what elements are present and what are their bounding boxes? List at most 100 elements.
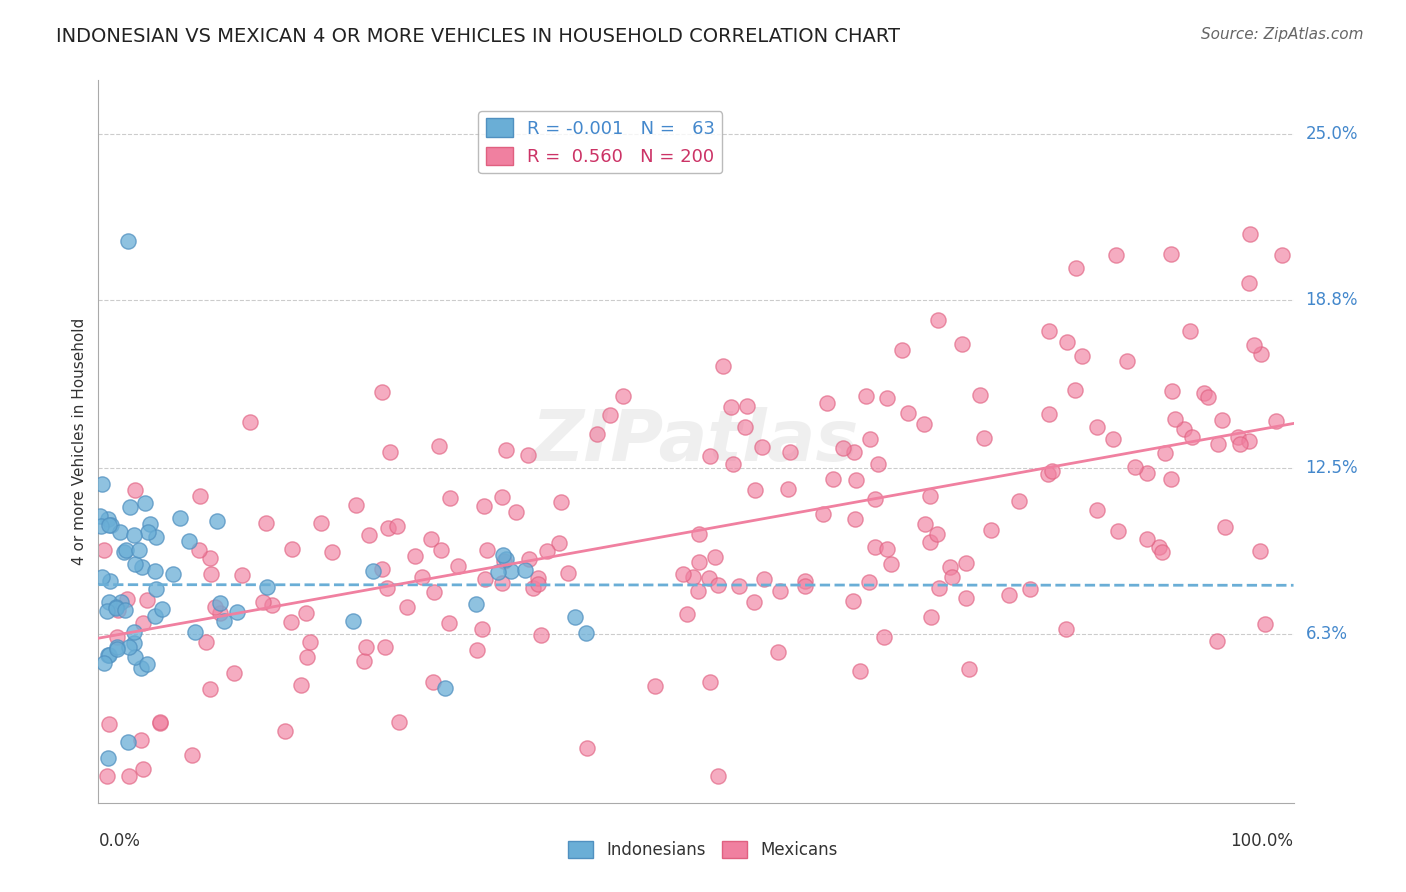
- Point: [104, 600, 127, 615]
- Point: [122, 528, 145, 542]
- Point: [527, 576, 550, 591]
- Point: [699, 675, 721, 690]
- Point: [96, 769, 118, 783]
- Point: [145, 582, 167, 596]
- Point: [527, 571, 550, 585]
- Point: [477, 542, 499, 557]
- Point: [295, 650, 318, 665]
- Point: [112, 545, 135, 559]
- Point: [149, 716, 172, 731]
- Point: [177, 534, 200, 549]
- Point: [815, 396, 838, 410]
- Point: [751, 440, 773, 454]
- Point: [471, 622, 494, 636]
- Point: [353, 654, 375, 668]
- Point: [734, 420, 756, 434]
- Point: [371, 561, 394, 575]
- Point: [707, 578, 730, 592]
- Text: ZIPatlas: ZIPatlas: [533, 407, 859, 476]
- Point: [97, 512, 120, 526]
- Point: [404, 549, 426, 564]
- Point: [1229, 436, 1251, 450]
- Point: [912, 417, 935, 432]
- Point: [793, 579, 815, 593]
- Point: [280, 542, 302, 557]
- Point: [256, 580, 278, 594]
- Point: [866, 457, 889, 471]
- Point: [686, 584, 709, 599]
- Point: [1038, 407, 1060, 421]
- Point: [776, 482, 799, 496]
- Point: [105, 640, 128, 655]
- Point: [96, 604, 118, 618]
- Point: [344, 498, 367, 512]
- Point: [505, 505, 527, 519]
- Point: [980, 523, 1002, 537]
- Point: [1213, 520, 1236, 534]
- Point: [131, 560, 153, 574]
- Point: [1087, 420, 1109, 434]
- Point: [136, 593, 159, 607]
- Point: [239, 415, 262, 429]
- Point: [209, 597, 232, 611]
- Point: [118, 769, 141, 783]
- Point: [1085, 502, 1108, 516]
- Point: [1173, 422, 1195, 436]
- Point: [98, 595, 121, 609]
- Point: [427, 439, 450, 453]
- Point: [495, 442, 517, 457]
- Point: [766, 645, 789, 659]
- Point: [93, 656, 115, 670]
- Point: [465, 643, 488, 657]
- Point: [752, 572, 775, 586]
- Point: [124, 483, 146, 498]
- Point: [118, 640, 141, 654]
- Point: [863, 491, 886, 506]
- Point: [704, 549, 727, 564]
- Point: [1253, 617, 1275, 632]
- Point: [98, 717, 121, 731]
- Point: [104, 601, 127, 615]
- Point: [530, 628, 553, 642]
- Point: [576, 741, 599, 756]
- Point: [517, 448, 540, 462]
- Point: [682, 570, 704, 584]
- Point: [1152, 544, 1174, 558]
- Point: [1265, 414, 1288, 428]
- Point: [423, 585, 446, 599]
- Point: [184, 624, 207, 639]
- Point: [769, 584, 792, 599]
- Point: [844, 512, 866, 526]
- Point: [1206, 633, 1229, 648]
- Point: [356, 640, 378, 654]
- Point: [1007, 493, 1029, 508]
- Point: [1042, 464, 1064, 478]
- Point: [136, 525, 159, 540]
- Point: [920, 489, 942, 503]
- Point: [420, 533, 443, 547]
- Point: [222, 666, 245, 681]
- Point: [107, 603, 129, 617]
- Point: [100, 517, 122, 532]
- Point: [143, 609, 166, 624]
- Point: [254, 516, 277, 531]
- Point: [280, 615, 302, 629]
- Point: [699, 450, 721, 464]
- Point: [547, 535, 569, 549]
- Point: [688, 555, 710, 569]
- Point: [950, 337, 973, 351]
- Point: [513, 563, 536, 577]
- Point: [1192, 386, 1215, 401]
- Point: [955, 591, 977, 605]
- Point: [131, 762, 153, 776]
- Point: [378, 445, 401, 459]
- Point: [117, 735, 139, 749]
- Point: [208, 607, 231, 621]
- Point: [723, 457, 745, 471]
- Point: [927, 313, 949, 327]
- Point: [371, 384, 394, 399]
- Point: [200, 682, 222, 697]
- Point: [1197, 390, 1219, 404]
- Point: [880, 557, 903, 571]
- Point: [973, 431, 995, 445]
